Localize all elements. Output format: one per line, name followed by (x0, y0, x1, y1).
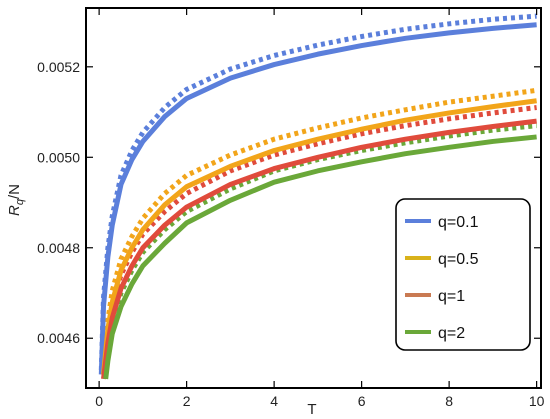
series-layer (98, 13, 537, 380)
y-axis-title-sub: q (14, 198, 26, 205)
legend: q=0.1 q=0.5 q=1 q=2 (395, 198, 531, 351)
plot-frame (85, 7, 542, 389)
x-tick-label: 2 (183, 393, 191, 409)
x-tick-label: 4 (270, 393, 278, 409)
series-line-2-solid (101, 98, 537, 375)
x-tick-label: 6 (358, 393, 366, 409)
series-line-4-solid (101, 118, 537, 380)
legend-label: q=2 (438, 325, 465, 342)
y-axis-title-main: R (6, 205, 23, 216)
ticks-layer: 0 2 4 6 8 10 0.0046 0.0048 0.0050 0.0052 (37, 8, 545, 409)
x-axis-title: T (307, 401, 316, 418)
y-tick-label: 0.0052 (37, 59, 80, 75)
legend-label: q=0.5 (438, 251, 479, 268)
x-tick-label: 0 (95, 393, 103, 409)
legend-box (395, 198, 531, 351)
series-line-0-solid (98, 22, 537, 375)
x-tick-label: 10 (529, 393, 545, 409)
series-line-1-dotted (98, 13, 537, 370)
series-line-3-dotted (101, 87, 537, 371)
x-tick-label: 8 (445, 393, 453, 409)
y-axis-title: Rq/N (6, 184, 26, 216)
legend-label: q=0.1 (438, 214, 479, 231)
y-tick-label: 0.0048 (37, 240, 80, 256)
legend-label: q=1 (438, 288, 465, 305)
y-axis-title-tail: /N (6, 184, 23, 199)
series-line-6-solid (103, 134, 537, 380)
y-tick-label: 0.0046 (37, 330, 80, 346)
series-line-5-dotted (101, 105, 537, 375)
y-tick-label: 0.0050 (37, 149, 80, 165)
legend-items: q=0.1 q=0.5 q=1 q=2 (405, 214, 479, 342)
